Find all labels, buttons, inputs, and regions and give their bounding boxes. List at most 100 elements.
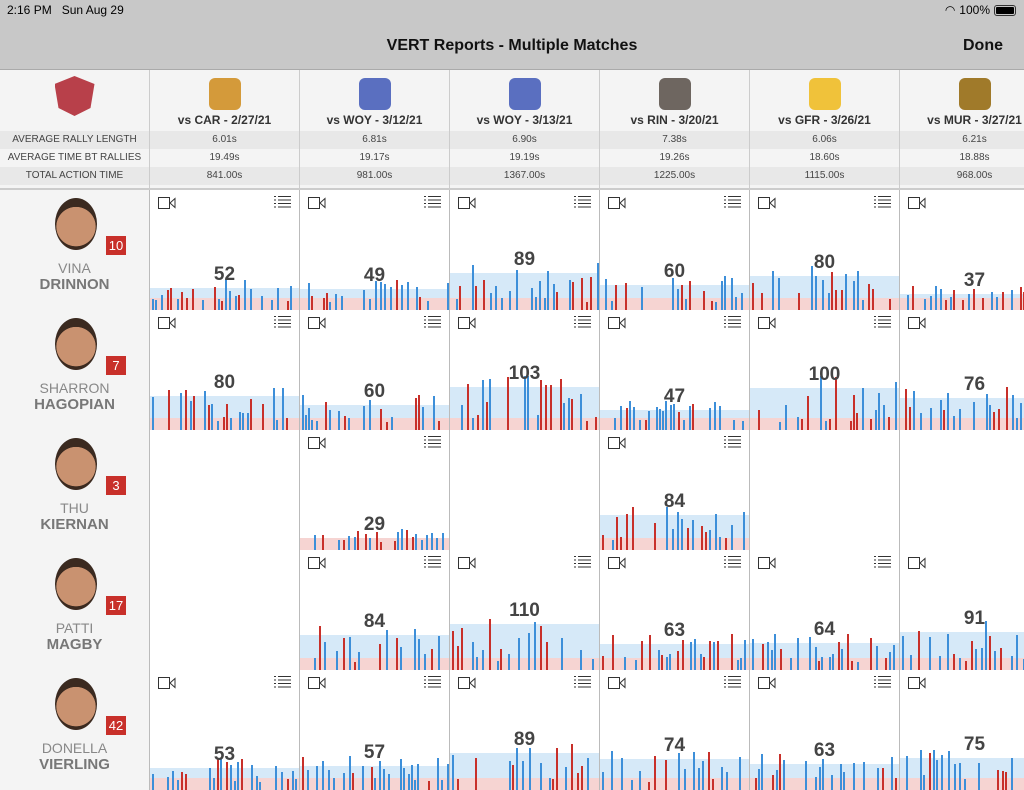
match-cell[interactable]: 47 [600, 310, 750, 430]
match-score: 75 [963, 734, 986, 755]
match-cell[interactable]: 84 [600, 430, 750, 550]
list-icon[interactable] [424, 435, 441, 449]
match-cell[interactable]: 63 [750, 670, 900, 790]
jersey-number-badge: 17 [106, 596, 126, 615]
match-cell[interactable]: 52 [150, 190, 300, 310]
video-icon[interactable] [758, 556, 776, 569]
list-icon[interactable] [424, 555, 441, 569]
match-column-header[interactable]: vs WOY - 3/12/21 6.81s 19.17s 981.00s [300, 70, 450, 190]
match-cell[interactable]: 60 [600, 190, 750, 310]
video-icon[interactable] [308, 196, 326, 209]
red-bar [167, 290, 169, 310]
match-column-header[interactable]: vs RIN - 3/20/21 7.38s 19.26s 1225.00s [600, 70, 750, 190]
player-cell[interactable]: 3 THU KIERNAN [0, 430, 150, 550]
list-icon[interactable] [724, 555, 741, 569]
video-icon[interactable] [458, 676, 476, 689]
match-cell[interactable]: 89 [450, 670, 600, 790]
player-cell[interactable]: 42 DONELLA VIERLING [0, 670, 150, 790]
match-cell[interactable]: 89 [450, 190, 600, 310]
video-icon[interactable] [158, 676, 176, 689]
match-cell[interactable]: 60 [300, 310, 450, 430]
list-icon[interactable] [274, 315, 291, 329]
player-cell[interactable]: 17 PATTI MAGBY [0, 550, 150, 670]
video-icon[interactable] [908, 556, 926, 569]
list-icon[interactable] [274, 675, 291, 689]
list-icon[interactable] [724, 435, 741, 449]
video-icon[interactable] [158, 196, 176, 209]
match-cell[interactable]: 100 [750, 310, 900, 430]
match-column-header[interactable]: vs MUR - 3/27/21 6.21s 18.88s 968.00s [900, 70, 1024, 190]
list-icon[interactable] [574, 315, 591, 329]
video-icon[interactable] [608, 436, 626, 449]
match-cell[interactable]: 74 [600, 670, 750, 790]
match-cell[interactable]: 76 [900, 310, 1024, 430]
red-bar [193, 396, 195, 430]
list-icon[interactable] [874, 195, 891, 209]
video-icon[interactable] [308, 556, 326, 569]
match-cell[interactable]: 57 [300, 670, 450, 790]
match-cell[interactable]: 80 [750, 190, 900, 310]
list-icon[interactable] [574, 675, 591, 689]
list-icon[interactable] [574, 195, 591, 209]
video-icon[interactable] [758, 316, 776, 329]
red-bar [418, 395, 420, 430]
match-cell[interactable]: 64 [750, 550, 900, 670]
player-cell[interactable]: 7 SHARRON HAGOPIAN [0, 310, 150, 430]
match-cell[interactable]: 63 [600, 550, 750, 670]
video-icon[interactable] [608, 196, 626, 209]
video-icon[interactable] [758, 196, 776, 209]
match-cell[interactable]: 80 [150, 310, 300, 430]
video-icon[interactable] [608, 556, 626, 569]
video-icon[interactable] [458, 196, 476, 209]
video-icon[interactable] [308, 676, 326, 689]
list-icon[interactable] [424, 195, 441, 209]
red-bar [838, 642, 840, 670]
red-bar [223, 417, 225, 430]
video-icon[interactable] [608, 676, 626, 689]
video-icon[interactable] [908, 676, 926, 689]
blue-bar [692, 520, 694, 550]
red-band [300, 298, 449, 310]
list-icon[interactable] [724, 315, 741, 329]
list-icon[interactable] [274, 195, 291, 209]
red-bar [971, 641, 973, 670]
match-cell[interactable]: 75 [900, 670, 1024, 790]
video-icon[interactable] [308, 436, 326, 449]
blue-bar [427, 301, 429, 310]
list-icon[interactable] [574, 555, 591, 569]
match-cell[interactable]: 110 [450, 550, 600, 670]
player-cell[interactable]: 10 VINA DRINNON [0, 190, 150, 310]
video-icon[interactable] [458, 556, 476, 569]
match-cell[interactable]: 29 [300, 430, 450, 550]
match-column-header[interactable]: vs WOY - 3/13/21 6.90s 19.19s 1367.00s [450, 70, 600, 190]
list-icon[interactable] [724, 675, 741, 689]
video-icon[interactable] [908, 316, 926, 329]
video-icon[interactable] [308, 316, 326, 329]
done-button[interactable]: Done [963, 37, 1003, 54]
match-column-header[interactable]: vs GFR - 3/26/21 6.06s 18.60s 1115.00s [750, 70, 900, 190]
blue-bar [442, 533, 444, 550]
list-icon[interactable] [724, 195, 741, 209]
blue-bar [629, 401, 631, 430]
video-icon[interactable] [458, 316, 476, 329]
match-cell[interactable]: 37 [900, 190, 1024, 310]
match-cell[interactable]: 49 [300, 190, 450, 310]
list-icon[interactable] [424, 315, 441, 329]
list-icon[interactable] [874, 315, 891, 329]
match-cell[interactable]: 84 [300, 550, 450, 670]
stat-value: 968.00s [900, 167, 1024, 185]
red-bar [572, 282, 574, 310]
video-icon[interactable] [608, 316, 626, 329]
video-icon[interactable] [158, 316, 176, 329]
red-bar [798, 293, 800, 310]
video-icon[interactable] [908, 196, 926, 209]
match-cell[interactable]: 103 [450, 310, 600, 430]
match-column-header[interactable]: vs CAR - 2/27/21 6.01s 19.49s 841.00s [150, 70, 300, 190]
match-cell[interactable]: 53 [150, 670, 300, 790]
video-icon[interactable] [758, 676, 776, 689]
match-cell[interactable]: 91 [900, 550, 1024, 670]
list-icon[interactable] [874, 555, 891, 569]
list-icon[interactable] [424, 675, 441, 689]
red-bar [649, 635, 651, 670]
list-icon[interactable] [874, 675, 891, 689]
